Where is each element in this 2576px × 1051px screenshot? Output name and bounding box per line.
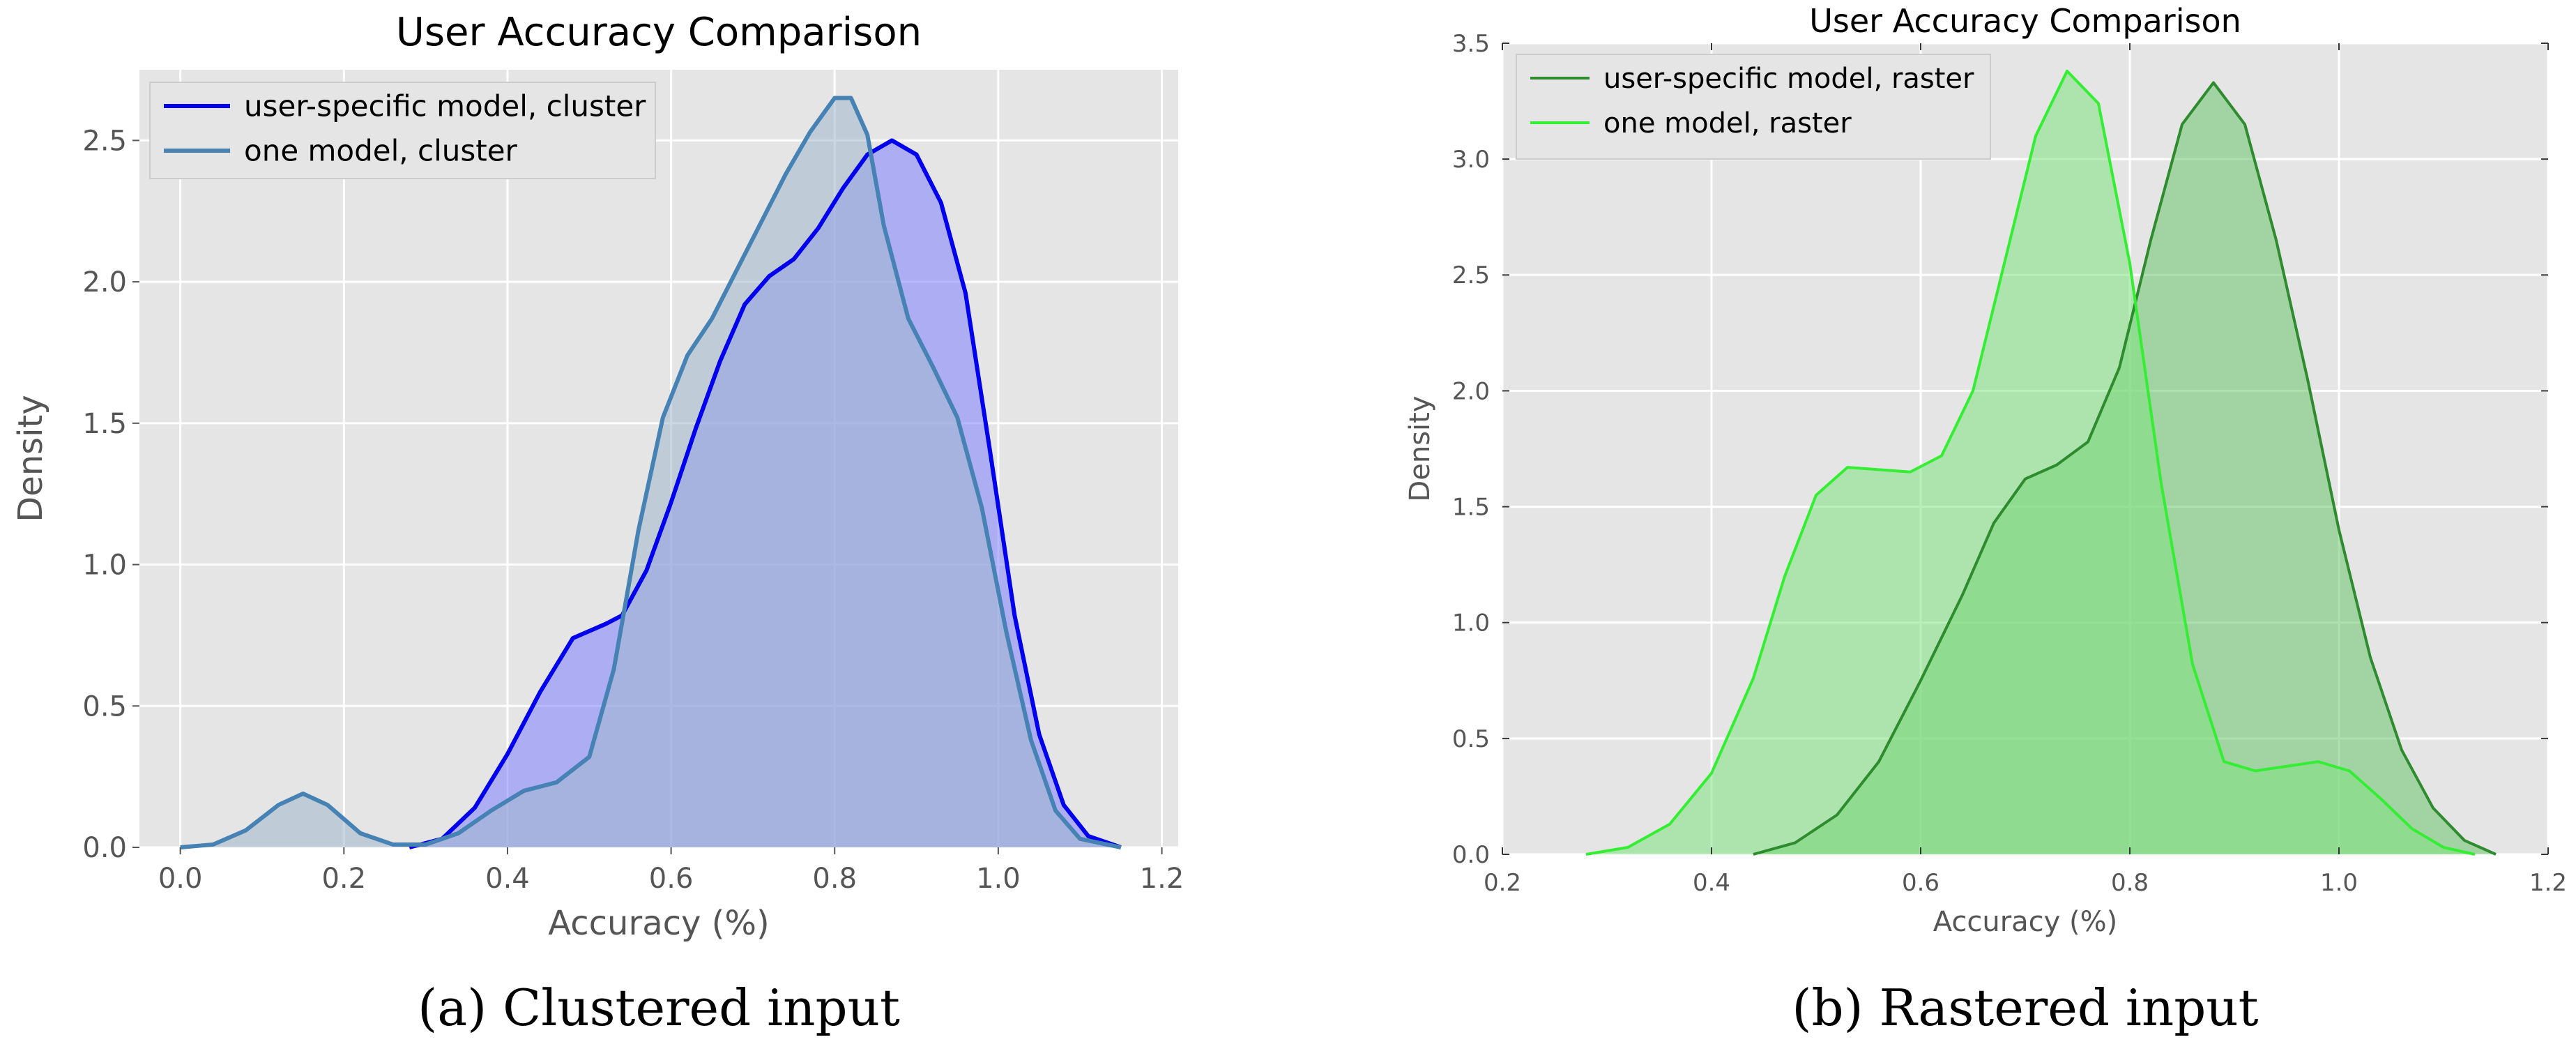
x-tick-label: 1.2 [2529,869,2567,897]
y-tick-label: 1.5 [1452,493,1490,521]
legend-label-0: user-specific model, raster [1603,63,1974,95]
y-tick-label: 0.0 [1452,841,1490,869]
y-tick-label: 0.5 [1452,725,1490,753]
series-line-0 [409,138,1122,849]
subfigure-caption: (a) Clustered input [418,978,900,1037]
series-fill-1 [1586,70,2475,855]
y-tick-label: 0.5 [82,690,127,723]
x-axis-label: Accuracy (%) [1933,906,2118,938]
x-tick-label: 0.4 [1693,869,1730,897]
x-tick-label: 0.8 [2111,869,2149,897]
legend-box [149,82,656,179]
x-tick-label: 0.6 [649,863,694,895]
subfigure-caption: (b) Rastered input [1792,978,2258,1037]
y-tick-label: 3.5 [1452,30,1490,58]
chart-clustered: 0.0 0.2 0.4 0.6 0.8 1.0 1.2 0.0 0.5 1.0 1.5 2.0 2.5 U… [11,10,1184,1037]
x-tick-label: 0.2 [321,863,366,895]
series-fill-1 [180,98,1121,848]
x-tick-label: 0.0 [158,863,203,895]
legend: user-specific model, cluster one model, c… [149,82,656,179]
x-tick-label: 0.6 [1902,869,1939,897]
legend-label-0: user-specific model, cluster [244,89,646,123]
y-axis-label: Density [11,395,50,522]
y-tick-label: 2.0 [82,266,127,298]
y-tick-label: 2.5 [82,125,127,157]
x-tick-label: 1.0 [976,863,1021,895]
x-tick-label: 1.0 [2320,869,2358,897]
chart-rastered: 0.2 0.4 0.6 0.8 1.0 1.2 0.0 0.5 1.0 1.5 2.0 2.5 3.0 3… [1404,2,2567,1037]
y-tick-label: 2.0 [1452,377,1490,405]
legend-label-1: one model, cluster [244,134,518,168]
legend: user-specific model, raster one model, ra… [1516,54,1991,160]
x-axis-label: Accuracy (%) [548,904,769,943]
chart-title: User Accuracy Comparison [396,10,922,55]
x-tick-label: 1.2 [1140,863,1184,895]
y-tick-label: 1.5 [82,408,127,440]
y-tick-label: 3.0 [1452,146,1490,174]
y-tick-label: 0.0 [82,832,127,864]
y-tick-label: 1.0 [82,550,127,582]
series-line-0 [1753,81,2497,856]
chart-title: User Accuracy Comparison [1809,2,2241,40]
y-axis-label: Density [1404,395,1436,501]
y-tick-label: 2.5 [1452,262,1490,289]
series-line-1 [1585,69,2476,856]
y-tick-label: 1.0 [1452,610,1490,637]
series-line-1 [180,96,1122,849]
legend-box [1516,54,1991,160]
x-tick-label: 0.4 [485,863,530,895]
x-tick-label: 0.2 [1484,869,1521,897]
x-tick-label: 0.8 [812,863,857,895]
legend-label-1: one model, raster [1603,107,1852,139]
